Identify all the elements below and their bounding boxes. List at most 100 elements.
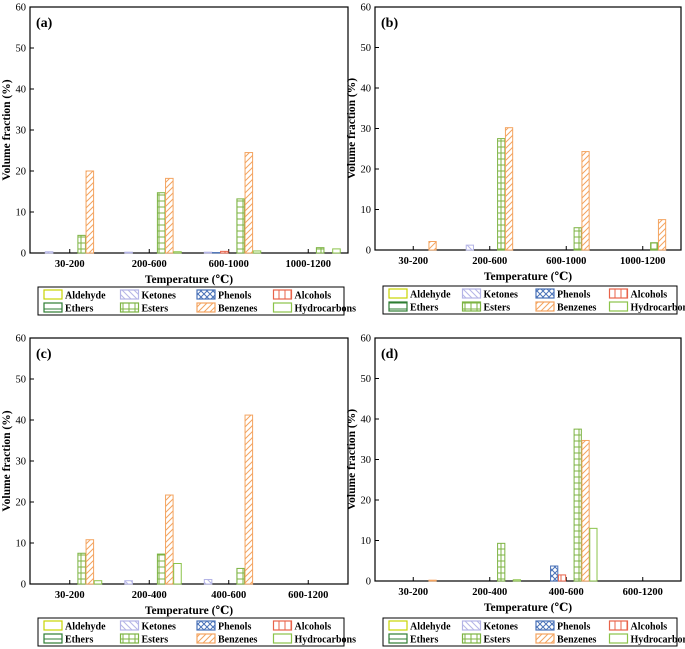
x-tick-label: 200-400 — [472, 587, 507, 598]
legend-label-aldehyde: Aldehyde — [65, 622, 106, 633]
y-axis-label: Volume fraction (%) — [1, 79, 13, 180]
legend-label-esters: Esters — [142, 635, 169, 646]
legend-label-hydrocarbons: Hydrocarbons — [631, 635, 685, 646]
legend-swatch-aldehyde — [43, 289, 63, 300]
bar-benzenes — [428, 240, 437, 251]
bar-ketones — [124, 580, 133, 585]
bar-hydrocarbons — [173, 251, 182, 254]
x-tick-label: 1000-1200 — [286, 259, 332, 270]
y-tick-label: 0 — [366, 246, 371, 257]
legend-label-benzenes: Benzenes — [218, 635, 258, 646]
legend-swatch-hydrocarbons — [272, 302, 293, 313]
y-tick-label: 40 — [16, 85, 27, 96]
panel-label: (d) — [381, 347, 398, 362]
legend-label-esters: Esters — [484, 635, 511, 646]
x-tick-label: 400-600 — [211, 590, 246, 601]
chart-panel-1: 0 10 20 30 40 50 60 Volume fraction (%) (a) 30-20… — [1, 3, 356, 316]
bar-ketones — [44, 251, 54, 254]
bar-esters — [497, 138, 506, 251]
bar-benzenes — [244, 152, 254, 254]
bar-alcohols — [557, 574, 567, 582]
legend-swatch-benzenes — [196, 633, 216, 644]
y-tick-label: 30 — [361, 455, 372, 466]
legend-swatch-esters — [119, 302, 140, 313]
plot-frame — [29, 337, 349, 585]
y-tick-label: 60 — [361, 3, 372, 14]
bar-benzenes — [85, 539, 95, 585]
bar-esters — [236, 198, 245, 254]
x-tick-label: 600-1200 — [288, 590, 328, 601]
legend-swatch-ethers — [43, 633, 63, 644]
legend-swatch-ketones — [119, 289, 140, 300]
legend-label-ethers: Ethers — [65, 304, 93, 315]
legend-label-phenols: Phenols — [557, 622, 590, 633]
legend-label-ethers: Ethers — [65, 635, 93, 646]
legend-label-ketones: Ketones — [484, 290, 519, 301]
legend-swatch-alcohols — [608, 288, 629, 299]
x-axis-label: Temperature (℃) — [484, 602, 572, 614]
legend-swatch-alcohols — [608, 620, 629, 631]
chart-panel-4: 0 10 20 30 40 50 60 Volume fraction (%) (d) 30-20… — [346, 334, 685, 647]
x-tick-label: 600-1200 — [623, 587, 663, 598]
y-tick-label: 30 — [16, 457, 27, 468]
bar-benzenes — [85, 170, 95, 254]
legend-label-aldehyde: Aldehyde — [65, 291, 106, 302]
y-tick-label: 10 — [16, 539, 27, 550]
bar-esters — [315, 247, 325, 254]
x-tick-label: 30-200 — [55, 259, 85, 270]
x-axis-label: Temperature (℃) — [145, 274, 233, 286]
x-axis-label: Temperature (℃) — [484, 271, 572, 283]
legend-label-esters: Esters — [484, 303, 511, 314]
legend-box — [37, 617, 345, 647]
y-tick-label: 50 — [16, 44, 27, 55]
x-tick-label: 400-600 — [549, 587, 584, 598]
bar-benzenes — [165, 494, 174, 585]
legend-label-hydrocarbons: Hydrocarbons — [295, 304, 357, 315]
bar-phenols — [550, 565, 559, 582]
bar-esters — [156, 553, 166, 585]
y-tick-label: 60 — [361, 334, 372, 345]
y-tick-label: 20 — [361, 165, 372, 176]
legend-label-hydrocarbons: Hydrocarbons — [295, 635, 357, 646]
y-tick-label: 20 — [16, 498, 27, 509]
y-tick-label: 50 — [16, 375, 27, 386]
legend: Aldehyde Ketones Phenols Alcohols Ethers Este… — [37, 617, 357, 647]
legend-label-ketones: Ketones — [142, 291, 177, 302]
legend-swatch-aldehyde — [388, 288, 408, 299]
legend-label-alcohols: Alcohols — [295, 291, 332, 302]
y-axis-label: Volume fraction (%) — [1, 410, 13, 511]
y-tick-label: 30 — [361, 124, 372, 135]
y-tick-label: 60 — [16, 334, 27, 345]
legend-label-phenols: Phenols — [218, 622, 251, 633]
legend-swatch-phenols — [535, 620, 555, 631]
legend-label-aldehyde: Aldehyde — [410, 290, 451, 301]
legend-label-ethers: Ethers — [410, 303, 438, 314]
legend-swatch-aldehyde — [388, 620, 408, 631]
bar-benzenes — [244, 414, 254, 585]
y-tick-label: 0 — [366, 577, 371, 588]
legend-swatch-esters — [119, 633, 140, 644]
legend-label-hydrocarbons: Hydrocarbons — [631, 303, 685, 314]
bar-esters — [77, 234, 86, 254]
bar-esters — [573, 428, 582, 582]
x-tick-label: 200-600 — [472, 256, 507, 267]
legend-swatch-esters — [461, 633, 482, 644]
legend-label-alcohols: Alcohols — [631, 622, 668, 633]
y-tick-label: 40 — [361, 415, 372, 426]
legend-label-ketones: Ketones — [142, 622, 177, 633]
legend-swatch-ketones — [119, 620, 140, 631]
y-tick-label: 10 — [16, 208, 27, 219]
legend: Aldehyde Ketones Phenols Alcohols Ethers Este… — [382, 285, 685, 315]
bar-benzenes — [657, 219, 667, 251]
bar-alcohols — [220, 250, 229, 254]
bar-ketones — [465, 244, 474, 251]
legend-label-alcohols: Alcohols — [295, 622, 332, 633]
x-tick-label: 600-1000 — [546, 256, 586, 267]
x-tick-label: 30-200 — [55, 590, 85, 601]
chart-panel-2: 0 10 20 30 40 50 60 Volume fraction (%) (b) 30-20… — [346, 3, 685, 315]
legend-label-alcohols: Alcohols — [631, 290, 668, 301]
plot-frame — [374, 337, 682, 582]
panel-label: (c) — [36, 347, 52, 362]
y-axis-label: Volume fraction (%) — [346, 409, 358, 510]
